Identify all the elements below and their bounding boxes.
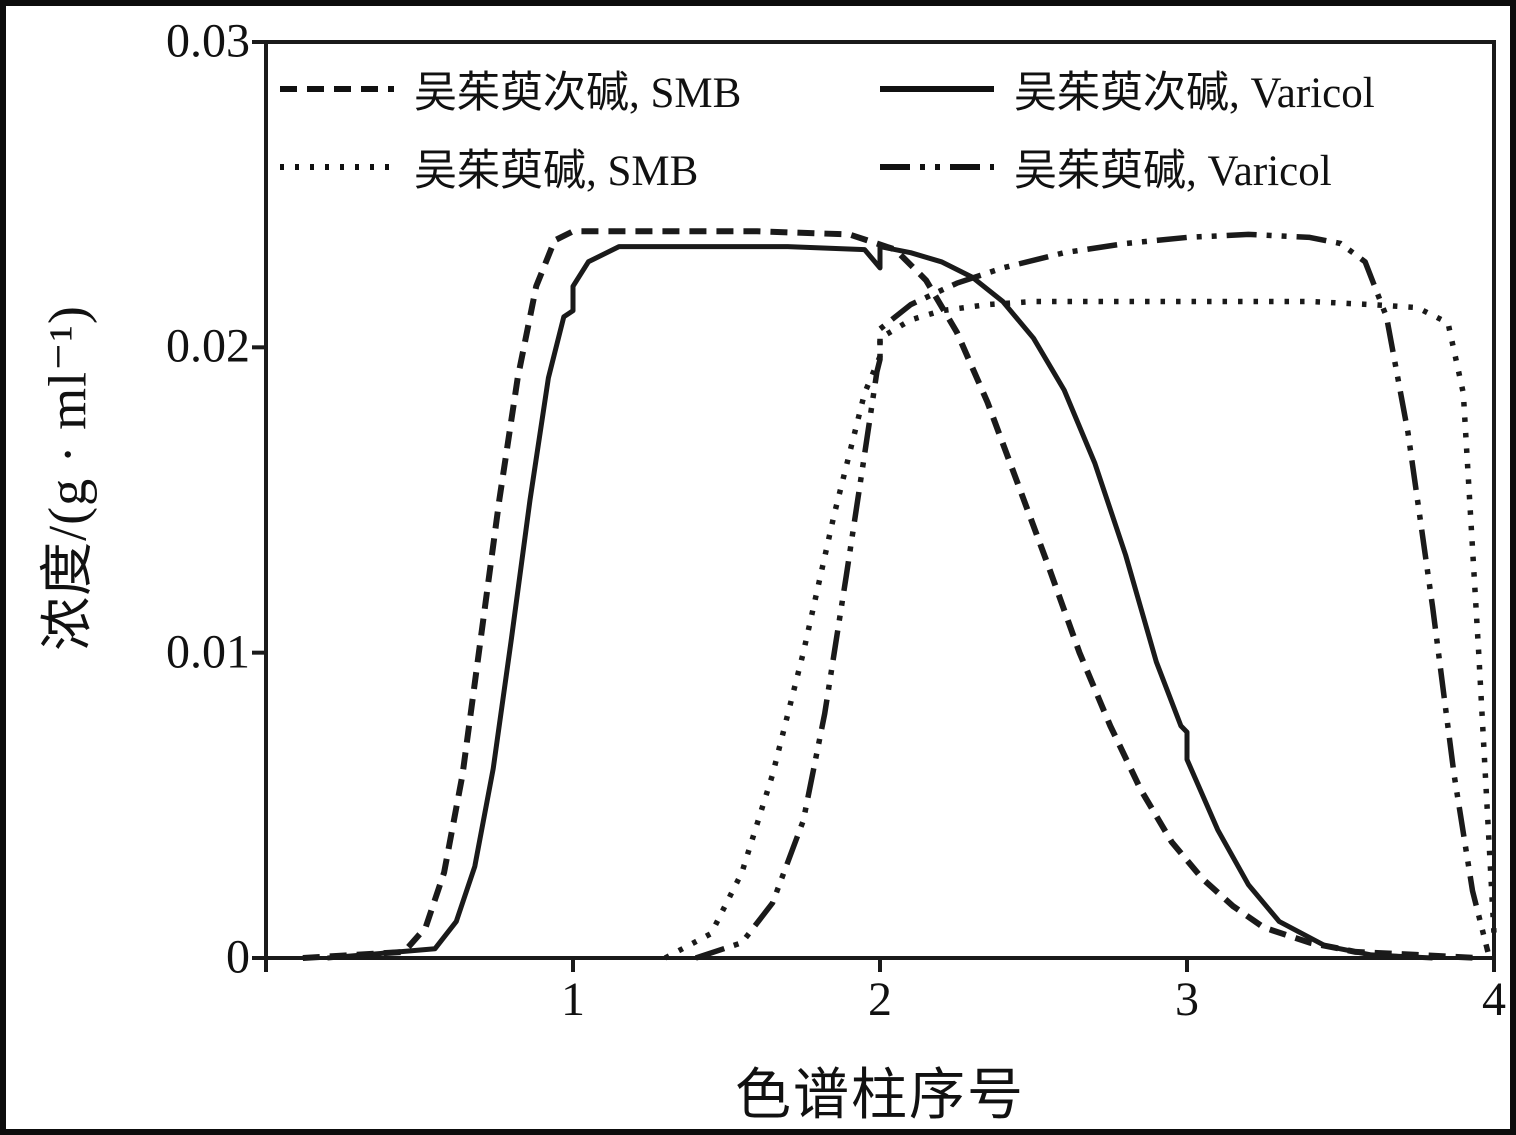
legend-label: 吴茱萸次碱, Varicol <box>1014 70 1375 117</box>
legend-item-smb-rutaecarpine: 吴茱萸次碱, SMB <box>278 58 878 120</box>
legend-item-varicol-rutaecarpine: 吴茱萸次碱, Varicol <box>878 58 1375 120</box>
dotted-line-icon <box>280 164 394 170</box>
x-tick-label: 4 <box>1482 973 1506 1026</box>
curve-dashed <box>302 228 1479 961</box>
dashdot-line-icon <box>880 164 994 170</box>
legend-label: 吴茱萸次碱, SMB <box>414 70 742 117</box>
x-tick-label: 2 <box>868 973 892 1026</box>
curve-solid <box>327 244 1433 961</box>
legend-row: 吴茱萸次碱, SMB 吴茱萸次碱, Varicol <box>278 58 1375 120</box>
x-tick-label: 3 <box>1175 973 1199 1026</box>
legend-row: 吴茱萸碱, SMB 吴茱萸碱, Varicol <box>278 136 1375 198</box>
solid-line-icon <box>880 86 994 92</box>
x-tick-label: 1 <box>561 973 585 1026</box>
curve-dashdot <box>694 231 1491 961</box>
y-axis-title: 浓度/(g · ml⁻¹) <box>37 305 98 651</box>
legend-label: 吴茱萸碱, Varicol <box>1014 148 1332 195</box>
legend: 吴茱萸次碱, SMB 吴茱萸次碱, Varicol 吴茱萸碱, SMB 吴 <box>278 58 1375 214</box>
legend-label: 吴茱萸碱, SMB <box>414 148 699 195</box>
legend-item-varicol-evodiamine: 吴茱萸碱, Varicol <box>878 136 1375 198</box>
y-tick-label: 0.01 <box>166 625 250 679</box>
y-tick-label: 0 <box>226 930 250 984</box>
legend-item-smb-evodiamine: 吴茱萸碱, SMB <box>278 136 878 198</box>
x-axis-title: 色谱柱序号 <box>735 1065 1025 1127</box>
y-tick-label: 0.02 <box>166 319 250 373</box>
y-tick-label: 0.03 <box>166 14 250 68</box>
dashed-line-icon <box>280 86 394 92</box>
